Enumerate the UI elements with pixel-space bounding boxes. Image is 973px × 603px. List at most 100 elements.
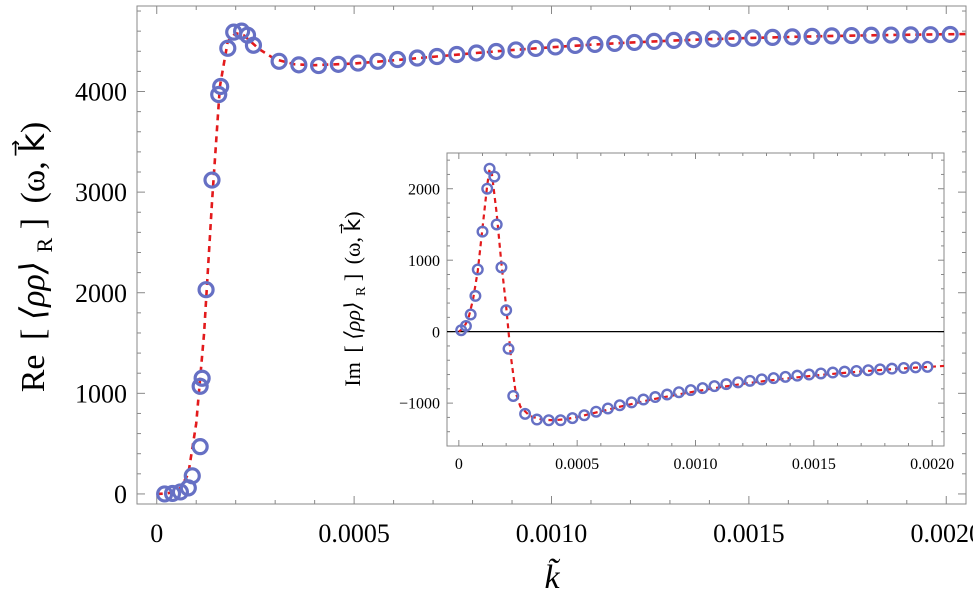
inset-data-point xyxy=(885,362,898,375)
main-data-point xyxy=(349,54,367,72)
inset-y-tick-label: −1000 xyxy=(399,396,440,413)
inset-y-label-open-bracket: [ xyxy=(340,345,365,352)
inset-data-point xyxy=(850,364,863,377)
main-data-point xyxy=(329,55,347,73)
main-y-label-close-bracket: ] xyxy=(15,218,52,229)
main-data-point xyxy=(197,281,215,299)
main-data-point xyxy=(193,369,211,387)
inset-ticks xyxy=(447,153,944,447)
main-ticks xyxy=(137,6,966,504)
inset-data-point xyxy=(590,405,603,418)
inset-data-point xyxy=(554,414,567,427)
inset-data-point xyxy=(791,369,804,382)
main-x-tick-label: 0.0010 xyxy=(516,519,588,548)
inset-x-tick-label: 0 xyxy=(455,456,463,473)
main-data-point xyxy=(369,52,387,70)
inset-data-point xyxy=(720,378,733,391)
main-data-point xyxy=(941,25,959,44)
main-tick-labels: 0 0.0005 0.0010 0.0015 0.0020 0 1000 2000 3000 40… xyxy=(75,78,973,548)
inset-y-tick-label: 1000 xyxy=(408,253,440,270)
main-data-point xyxy=(783,28,801,46)
inset-data-point xyxy=(490,218,503,231)
main-data-point xyxy=(685,30,703,49)
inset-x-tick-label: 0.0015 xyxy=(792,456,836,473)
inset-data-point xyxy=(500,304,513,317)
inset-data-point xyxy=(696,382,709,395)
inset-x-tick-label: 0.0010 xyxy=(674,456,718,473)
inset-data-point xyxy=(779,370,792,383)
main-data-point xyxy=(290,56,308,74)
inset-data-point xyxy=(578,409,591,422)
main-data-point xyxy=(842,26,861,45)
inset-data-point xyxy=(838,365,851,378)
inset-y-label-suffix: (ω, k⃗) xyxy=(339,211,365,264)
main-data-point xyxy=(163,484,182,503)
main-y-label-prefix: Re xyxy=(15,354,52,392)
main-y-label-suffix: (ω, k⃗) xyxy=(12,122,52,204)
main-data-point xyxy=(882,26,900,44)
main-y-label-open-bracket: [ xyxy=(15,329,52,340)
main-data-point xyxy=(763,28,782,46)
inset-data-point xyxy=(507,389,520,402)
main-data-point xyxy=(645,32,663,51)
main-data-point xyxy=(219,39,237,57)
inset-y-label-close-bracket: ] xyxy=(340,274,365,281)
inset-data-point xyxy=(481,182,494,195)
main-data-point xyxy=(665,31,683,50)
inset-y-tick-label: 2000 xyxy=(408,181,440,198)
inset-data-point xyxy=(897,361,910,374)
inset-data-point xyxy=(672,386,685,399)
main-data-point xyxy=(448,45,466,64)
inset-data-point xyxy=(803,368,816,381)
inset-data-point xyxy=(601,402,614,415)
main-x-tick-label: 0.0020 xyxy=(911,519,973,548)
inset-background xyxy=(447,153,944,446)
inset-data-point xyxy=(767,372,780,385)
main-data-point xyxy=(210,85,228,104)
main-data-points xyxy=(156,22,959,503)
main-y-label-sub: R xyxy=(32,237,57,252)
main-data-point xyxy=(507,41,525,59)
main-data-point xyxy=(183,467,201,485)
main-y-tick-label: 2000 xyxy=(75,279,127,308)
inset-data-point xyxy=(874,363,887,376)
main-y-axis-label: Re [ ⟨ρρ⟩ R ] (ω, k⃗) xyxy=(12,122,60,393)
inset-data-points xyxy=(455,162,934,427)
inset-data-point xyxy=(743,374,756,387)
inset-y-label-core: ⟨ρρ⟩ xyxy=(340,301,365,339)
main-data-point xyxy=(566,36,584,55)
inset-data-point xyxy=(708,380,721,393)
main-data-point xyxy=(921,26,940,44)
inset-data-point xyxy=(502,342,515,355)
main-y-tick-label: 0 xyxy=(114,480,127,509)
main-data-point xyxy=(724,29,742,48)
inset-y-label-prefix: Im xyxy=(340,362,365,386)
inset-data-point xyxy=(519,407,532,420)
main-data-point xyxy=(467,44,486,62)
main-data-point xyxy=(606,34,624,53)
main-chart: 0 0.0005 0.0010 0.0015 0.0020 0 1000 2000 3000 40… xyxy=(12,5,973,596)
inset-data-point xyxy=(464,308,477,321)
main-data-point xyxy=(704,30,722,48)
inset-y-axis-label: Im [ ⟨ρρ⟩ R ] (ω, k⃗) xyxy=(339,211,370,386)
inset-x-tick-label: 0.0005 xyxy=(555,456,599,473)
main-data-point xyxy=(191,438,209,456)
main-data-point xyxy=(862,26,880,44)
inset-data-point xyxy=(755,373,768,386)
main-y-tick-label: 1000 xyxy=(75,379,127,408)
inset-data-point xyxy=(909,361,922,374)
main-x-tick-label: 0.0015 xyxy=(713,519,785,548)
main-data-point xyxy=(586,35,604,54)
inset-chart: 0 0.0005 0.0010 0.0015 0.0020−1000010002000 … xyxy=(339,152,954,473)
inset-data-point xyxy=(495,261,508,274)
main-data-point xyxy=(309,56,328,75)
main-data-point xyxy=(546,38,565,56)
inset-data-point xyxy=(530,413,543,426)
main-data-point xyxy=(191,377,209,395)
inset-y-label-sub: R xyxy=(354,286,369,296)
inset-y-tick-label: 0 xyxy=(432,324,440,341)
main-data-point xyxy=(270,52,288,70)
inset-data-point xyxy=(637,393,650,406)
main-data-point xyxy=(244,36,263,54)
main-x-axis-label: k̃ xyxy=(544,557,560,596)
